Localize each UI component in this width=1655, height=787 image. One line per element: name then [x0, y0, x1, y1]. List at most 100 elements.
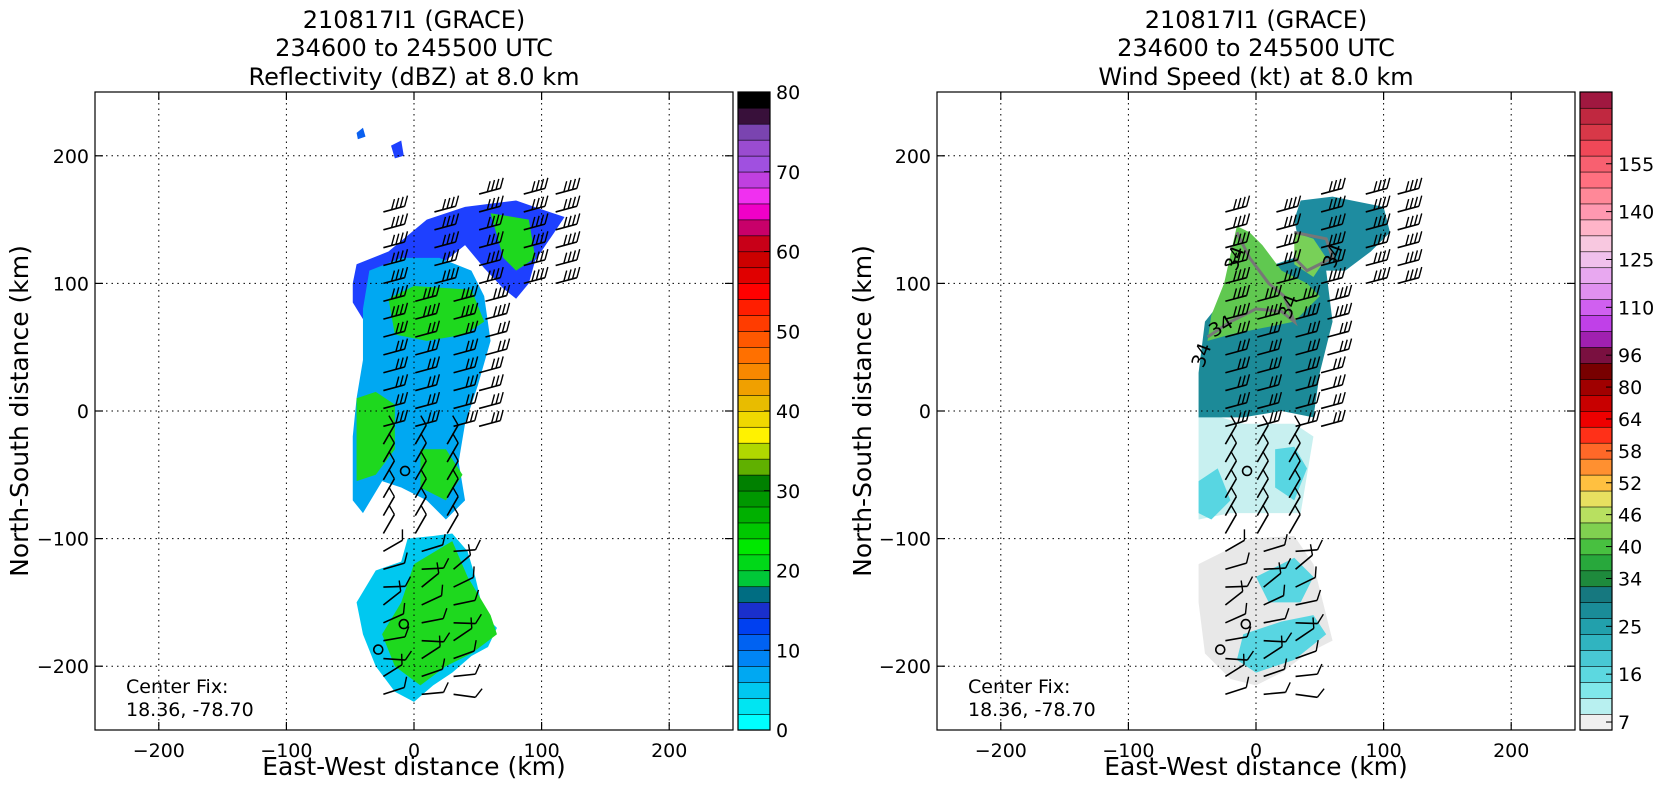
wind-barb-flag: [1277, 356, 1283, 368]
wind-barb-flag: [1277, 374, 1283, 386]
wind-barb-flag: [1230, 415, 1237, 426]
wind-barb-flag: [1232, 216, 1238, 228]
wind-barb-shaft: [523, 276, 546, 285]
wind-barb-flag: [388, 486, 395, 497]
y-tick-label: −200: [879, 656, 931, 678]
wind-barb-flag: [571, 214, 577, 226]
wind-barb-flag: [1343, 339, 1348, 351]
center-marker: [399, 465, 411, 477]
colorbar-bin: [1579, 602, 1613, 619]
colorbar-tick-label: 10: [776, 640, 800, 662]
wind-barb-flag: [567, 269, 572, 281]
colorbar-bin: [737, 554, 771, 572]
colorbar-tick-label: 80: [1618, 377, 1642, 399]
colorbar-bin: [737, 570, 771, 588]
wind-barb-shaft: [415, 384, 437, 392]
wind-barb-flag: [499, 213, 504, 225]
wind-barb-flag: [1303, 306, 1308, 318]
wind-barb-flag: [544, 266, 549, 278]
wind-barb-flag: [495, 250, 500, 262]
wind-barb-flag: [1232, 306, 1238, 318]
wind-barb-shaft: [383, 366, 405, 374]
wind-barb-shaft: [383, 686, 405, 696]
wind-barb-flag: [388, 450, 395, 462]
wind-barb-flag: [395, 215, 400, 227]
wind-barb-flag: [1341, 391, 1346, 403]
wind-barb-flag: [431, 339, 436, 351]
wind-barb-flag: [1232, 252, 1238, 264]
wind-barb-shaft: [1295, 693, 1318, 699]
right-wind-barbs: [1224, 177, 1423, 699]
wind-barb-flag: [452, 433, 459, 444]
right-center-fix-coords: 18.36, -78.70: [968, 699, 1096, 721]
wind-barb-flag: [474, 284, 479, 296]
wind-barb-flag: [446, 233, 451, 245]
wind-barb-shaft: [1225, 223, 1247, 231]
wind-barb-shaft: [414, 514, 427, 534]
wind-barb-flag: [1237, 233, 1242, 245]
left-grid: [95, 92, 733, 730]
wind-barb-flag: [436, 562, 440, 574]
wind-barb-flag: [441, 216, 447, 228]
wind-barb-shaft: [1225, 686, 1247, 696]
wind-barb-flag: [1292, 268, 1297, 280]
wind-barb-flag: [1413, 268, 1419, 280]
wind-barb-flag: [395, 197, 400, 209]
wind-barb-flag: [1262, 504, 1269, 515]
x-tick-label: 0: [1250, 740, 1262, 762]
wind-barb-shaft: [555, 241, 578, 249]
wind-barb-shaft: [1320, 223, 1343, 231]
wind-barb-flag: [490, 269, 496, 281]
wind-barb-flag: [1269, 340, 1274, 352]
colorbar-bin: [737, 107, 771, 125]
wind-barb-flag: [390, 216, 396, 228]
colorbar-bin: [737, 235, 771, 253]
colorbar-tick-label: 64: [1618, 409, 1642, 431]
wind-barb-shaft: [453, 294, 476, 303]
colorbar-bin: [1579, 139, 1613, 157]
wind-barb-shaft: [415, 366, 437, 374]
wind-barb-flag: [1337, 250, 1342, 262]
wind-barb-flag: [567, 233, 572, 245]
colorbar-bin: [737, 697, 771, 715]
wind-barb-flag: [399, 393, 404, 405]
wind-barb-shaft: [1320, 419, 1343, 428]
colorbar-bin: [1579, 123, 1613, 141]
wind-barb-shaft: [382, 514, 396, 534]
wind-barb-flag: [544, 231, 549, 243]
wind-barb-shaft: [1257, 384, 1279, 392]
wind-barb-shaft: [383, 223, 405, 231]
wind-barb-flag: [531, 198, 536, 210]
wind-barb-flag: [495, 196, 500, 208]
wind-barb-flag: [435, 284, 441, 296]
wind-barb-flag: [1316, 302, 1321, 314]
wind-barb-flag: [1348, 284, 1353, 296]
wind-barb-flag: [1294, 486, 1301, 497]
wind-barb-flag: [1418, 213, 1423, 225]
wind-barb-shaft: [382, 539, 403, 553]
wind-barb-flag: [1405, 198, 1410, 210]
wind-barb-flag: [1386, 266, 1391, 278]
wind-barb-shaft: [1225, 241, 1247, 249]
wind-barb-flag: [461, 306, 466, 318]
wind-barb-shaft: [1397, 276, 1420, 285]
colorbar-tick-label: 52: [1618, 473, 1642, 495]
wind-barb-flag: [467, 544, 472, 556]
colorbar-bin: [737, 410, 771, 428]
wind-barb-flag: [427, 412, 432, 424]
wind-barb-flag: [1316, 409, 1321, 421]
wind-barb-flag: [1307, 394, 1312, 406]
wind-barb-flag: [501, 321, 506, 333]
wind-barb-shaft: [1225, 401, 1247, 410]
wind-barb-flag: [1237, 197, 1242, 209]
wind-barb-shaft: [1295, 384, 1318, 392]
wind-barb-flag: [1386, 195, 1391, 207]
wind-barb-shaft: [1320, 241, 1343, 249]
wind-barb-flag: [1316, 356, 1321, 368]
wind-barb-flag: [1296, 231, 1302, 243]
wind-barb-flag: [1418, 177, 1423, 189]
wind-barb-flag: [1332, 394, 1338, 406]
wind-barb-flag: [1245, 213, 1251, 225]
wind-barb-flag: [395, 251, 400, 263]
wind-barb-shaft: [434, 276, 456, 285]
